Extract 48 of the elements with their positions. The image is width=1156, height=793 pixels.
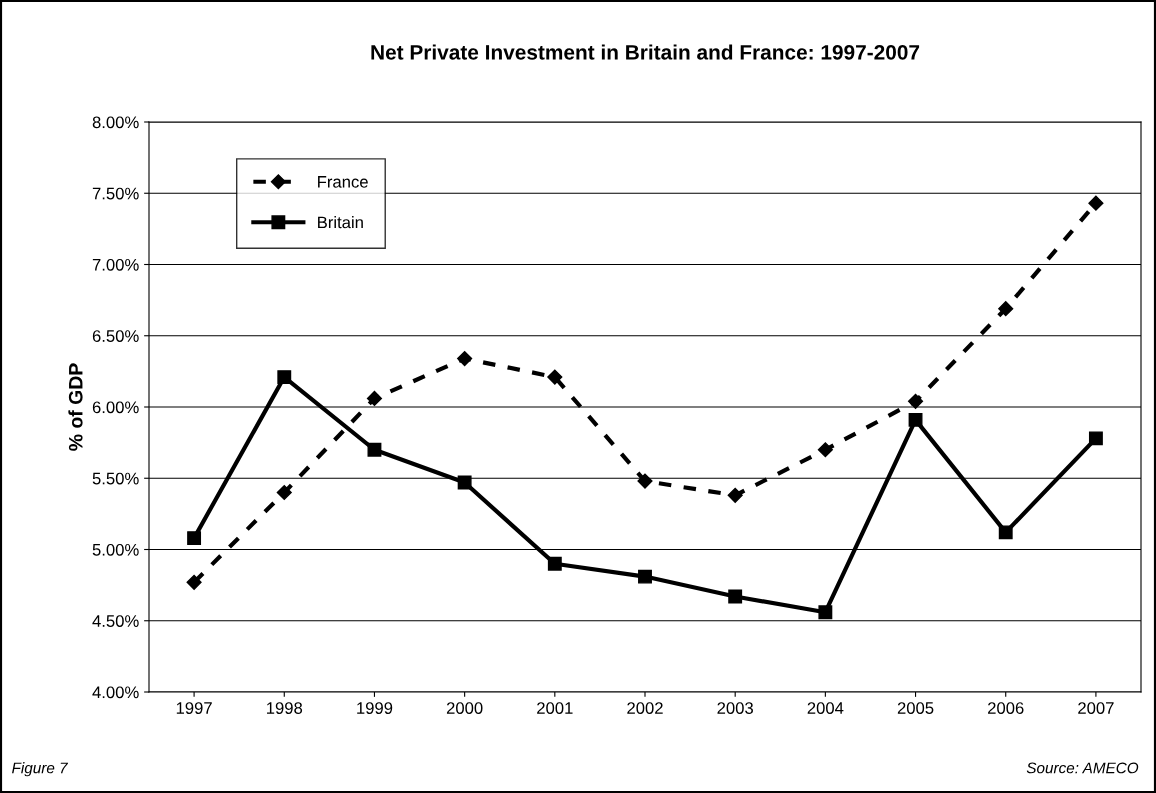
point (366, 390, 383, 407)
x-tick-label: 1997 (176, 702, 212, 714)
y-tick-label: 6.50% (92, 330, 139, 342)
x-tick-label: 2007 (1078, 702, 1114, 714)
point (547, 556, 562, 571)
y-tick-label: 7.00% (92, 258, 139, 271)
y-tick-label: 6.00% (92, 401, 139, 414)
y-tick-label: 7.50% (92, 187, 139, 200)
point (817, 442, 833, 458)
point (367, 442, 382, 457)
y-tick-label: 8.00% (92, 116, 139, 129)
y-axis-title: % of GDP (68, 363, 83, 451)
point (186, 574, 202, 590)
point (457, 475, 472, 490)
point (998, 301, 1014, 317)
x-tick-label: 1998 (267, 702, 303, 714)
y-tick-label: 4.00% (92, 686, 139, 699)
legend-label: Britain (318, 216, 363, 229)
point (998, 525, 1013, 540)
point (637, 473, 653, 489)
point (907, 393, 924, 409)
point (1088, 195, 1104, 211)
y-tick-label: 5.00% (92, 543, 139, 556)
x-tick-label: 2003 (717, 702, 753, 714)
chart-title: Net Private Investment in Britain and France: 1997-2007 (371, 44, 920, 60)
point (727, 487, 743, 503)
x-tick-label: 1999 (357, 702, 393, 714)
point (908, 412, 923, 427)
y-tick-label: 4.50% (92, 615, 139, 627)
point (818, 605, 833, 620)
x-tick-label: 2001 (537, 702, 573, 714)
x-tick-label: 2004 (807, 702, 844, 714)
point (457, 350, 473, 367)
point (277, 370, 292, 385)
x-tick-label: 2005 (897, 702, 934, 714)
caption: Figure 7 (12, 762, 69, 777)
x-tick-label: 2006 (988, 702, 1024, 714)
point (547, 369, 563, 385)
x-tick-label: 2000 (446, 702, 483, 714)
point (276, 484, 292, 501)
point (1088, 431, 1103, 446)
y-tick-label: 5.50% (92, 472, 139, 485)
point (728, 589, 743, 604)
source-note: Source: AMECO (1026, 762, 1139, 774)
legend-label: France (318, 176, 368, 188)
point (638, 569, 652, 584)
point (187, 531, 202, 546)
x-tick-label: 2002 (627, 702, 663, 714)
